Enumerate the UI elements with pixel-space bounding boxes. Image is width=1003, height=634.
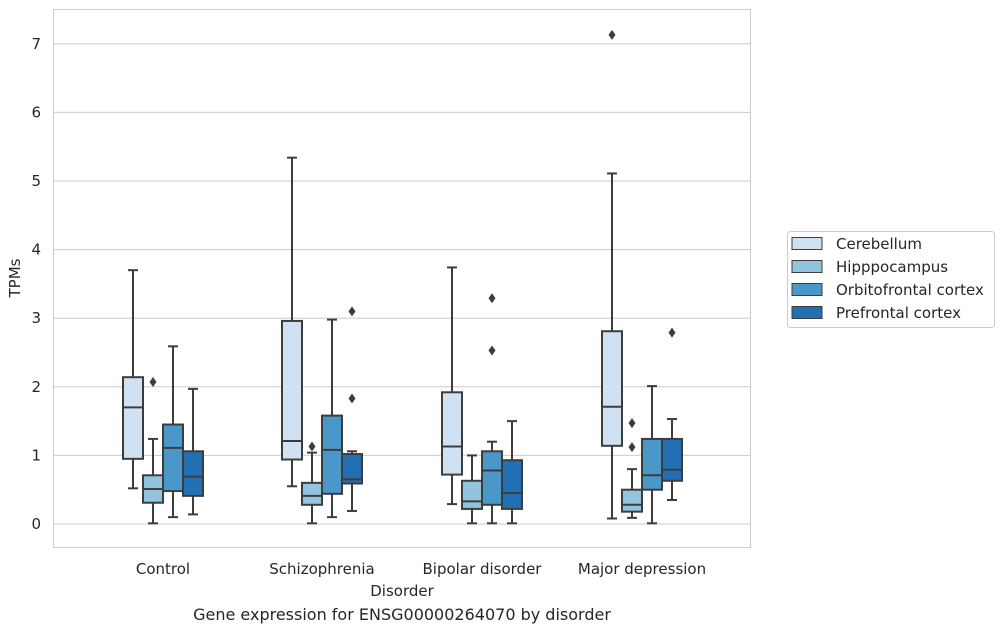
- box: [481, 450, 503, 506]
- box: [301, 481, 323, 506]
- box-group: [321, 318, 343, 519]
- box-group: [341, 306, 363, 512]
- legend-swatch: [791, 283, 823, 296]
- box-group: [641, 385, 663, 525]
- box: [601, 330, 623, 447]
- box-group: [142, 376, 164, 525]
- x-tick-label: Major depression: [578, 560, 706, 578]
- box-group: [601, 29, 623, 520]
- outlier-point: [668, 327, 676, 338]
- box: [501, 459, 523, 510]
- outlier-point: [608, 29, 616, 40]
- box: [461, 479, 483, 510]
- box-group: [182, 387, 204, 516]
- legend-frame: [787, 231, 995, 328]
- outlier-point: [348, 306, 356, 317]
- y-tick-label: 7: [31, 35, 41, 53]
- box: [281, 319, 303, 461]
- x-axis-label: Disorder: [370, 582, 434, 600]
- box-group: [621, 418, 643, 519]
- box-group: [281, 156, 303, 488]
- box-group: [501, 420, 523, 525]
- box: [162, 423, 184, 493]
- box: [321, 414, 343, 495]
- box: [641, 437, 663, 491]
- outlier-point: [308, 441, 316, 452]
- y-tick-label: 3: [31, 309, 41, 327]
- box-group: [301, 441, 323, 525]
- x-tick-label: Control: [136, 560, 190, 578]
- x-tick-labels: Control Schizophrenia Bipolar disorder Majo…: [136, 560, 706, 578]
- legend-swatch: [791, 260, 823, 273]
- outlier-point: [348, 393, 356, 404]
- legend: Cerebellum Hipppocampus Orbitofrontal cort…: [787, 231, 995, 328]
- x-tick-label: Schizophrenia: [269, 560, 374, 578]
- outlier-point: [488, 293, 496, 304]
- legend-label: Hipppocampus: [836, 258, 948, 276]
- plot-frame: [53, 9, 751, 548]
- box: [122, 376, 144, 460]
- outlier-point: [628, 418, 636, 429]
- legend-label: Prefrontal cortex: [836, 304, 961, 322]
- legend-swatch: [791, 306, 823, 319]
- y-tick-label: 2: [31, 378, 41, 396]
- box-group: [122, 269, 144, 490]
- outlier-point: [488, 345, 496, 356]
- x-tick-label: Bipolar disorder: [423, 560, 543, 578]
- box-group: [461, 454, 483, 525]
- y-tick-label: 6: [31, 103, 41, 121]
- box-group: [481, 293, 503, 525]
- y-tick-label: 4: [31, 241, 41, 259]
- legend-label: Orbitofrontal cortex: [836, 281, 984, 299]
- legend-swatch: [791, 237, 823, 250]
- y-tick-label: 0: [31, 515, 41, 533]
- box-group: [162, 345, 184, 519]
- box: [441, 391, 463, 476]
- box: [341, 453, 363, 485]
- box-group: [441, 266, 463, 506]
- y-tick-label: 5: [31, 172, 41, 190]
- box-group: [661, 327, 683, 501]
- y-tick-label: 1: [31, 446, 41, 464]
- figure-caption: Gene expression for ENSG00000264070 by d…: [193, 605, 611, 624]
- box: [661, 437, 683, 482]
- outlier-point: [628, 442, 636, 453]
- box: [621, 488, 643, 513]
- outlier-point: [149, 376, 157, 387]
- box: [182, 450, 204, 497]
- legend-label: Cerebellum: [836, 235, 922, 253]
- y-tick-labels: 0 1 2 3 4 5 6 7: [31, 35, 41, 533]
- box-layer: [122, 29, 683, 525]
- y-axis-label: TPMs: [6, 258, 24, 298]
